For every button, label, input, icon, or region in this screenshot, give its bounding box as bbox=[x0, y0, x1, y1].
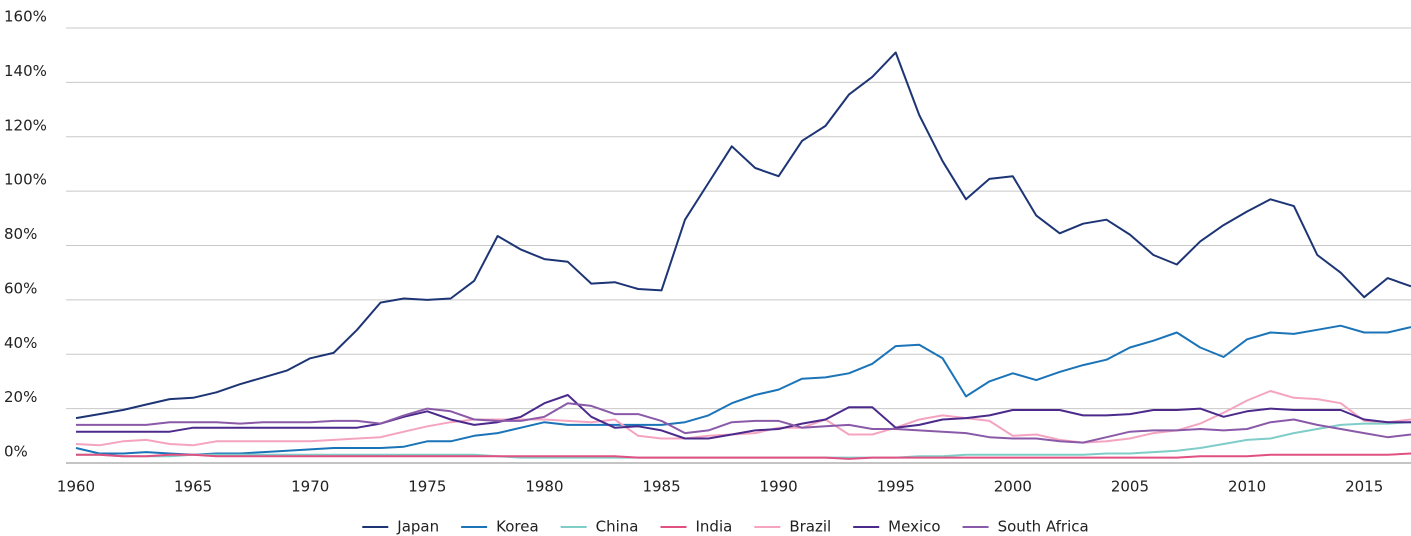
y-tick-label: 140% bbox=[4, 62, 47, 80]
y-tick-label: 20% bbox=[4, 388, 37, 406]
y-tick-label: 0% bbox=[4, 443, 28, 461]
legend-label: Brazil bbox=[789, 518, 831, 536]
x-tick-label: 2005 bbox=[1111, 478, 1149, 496]
y-tick-label: 40% bbox=[4, 334, 37, 352]
series-line bbox=[75, 51, 1411, 420]
legend-label: China bbox=[596, 518, 639, 536]
series-line bbox=[76, 402, 1411, 444]
x-tick-label: 1970 bbox=[291, 478, 329, 496]
series-line bbox=[76, 394, 1411, 440]
x-tick-label: 1980 bbox=[525, 478, 563, 496]
legend-label: South Africa bbox=[998, 518, 1089, 536]
y-tick-label: 120% bbox=[4, 116, 47, 134]
x-tick-label: 1960 bbox=[57, 478, 95, 496]
legend-label: Japan bbox=[396, 518, 439, 536]
legend-label: Korea bbox=[496, 518, 539, 536]
x-tick-label: 1990 bbox=[760, 478, 798, 496]
y-tick-label: 100% bbox=[4, 171, 47, 189]
series-line bbox=[75, 324, 1411, 456]
x-tick-label: 1975 bbox=[408, 478, 446, 496]
x-tick-label: 2000 bbox=[994, 478, 1032, 496]
x-tick-label: 2015 bbox=[1345, 478, 1383, 496]
x-tick-label: 1965 bbox=[174, 478, 212, 496]
y-tick-label: 80% bbox=[4, 225, 37, 243]
y-tick-label: 160% bbox=[4, 8, 47, 26]
legend-label: India bbox=[696, 518, 733, 536]
series-line bbox=[75, 390, 1411, 447]
x-tick-label: 1985 bbox=[642, 478, 680, 496]
x-tick-label: 1995 bbox=[877, 478, 915, 496]
y-tick-label: 60% bbox=[4, 279, 37, 297]
x-tick-label: 2010 bbox=[1228, 478, 1266, 496]
series-line bbox=[76, 452, 1411, 460]
legend-label: Mexico bbox=[888, 518, 940, 536]
